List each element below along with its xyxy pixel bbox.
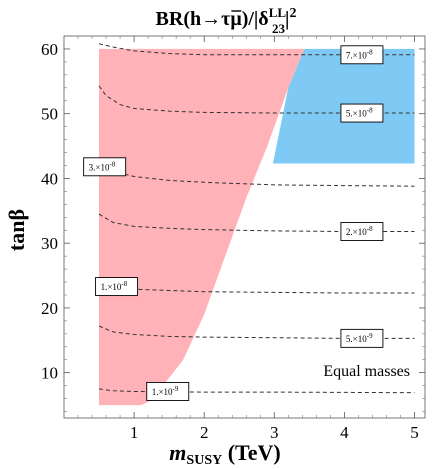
svg-text:1.×10-8: 1.×10-8 — [101, 280, 128, 292]
y-tick-label: 20 — [41, 299, 58, 318]
y-tick-label: 40 — [41, 169, 58, 188]
svg-text:7.×10-8: 7.×10-8 — [346, 48, 373, 60]
svg-text:5.×10-9: 5.×10-9 — [346, 332, 373, 344]
y-tick-label: 50 — [41, 105, 58, 124]
x-tick-label: 2 — [200, 423, 209, 442]
x-tick-label: 4 — [340, 423, 349, 442]
y-tick-label: 10 — [41, 364, 58, 383]
contour-label-3: 2.×10-8 — [340, 222, 384, 241]
svg-text:3.×10-8: 3.×10-8 — [89, 160, 116, 172]
contour-label-5: 5.×10-9 — [340, 328, 384, 348]
contour-label-2: 3.×10-8 — [83, 157, 127, 177]
contour-line-1 — [98, 85, 415, 114]
contour-label-4: 1.×10-8 — [95, 277, 139, 297]
y-axis-label: tanβ — [4, 209, 29, 251]
region-excluded-red — [99, 48, 305, 406]
axis-ticks: 1 2 3 4 5 10 20 30 40 50 60 — [41, 36, 425, 442]
y-tick-label: 60 — [41, 40, 58, 59]
chart-title: BR(h→τμ)/|δLL 23|2 — [156, 5, 297, 36]
plot-frame — [63, 35, 426, 419]
x-axis-label: mSUSY (TeV) — [169, 440, 280, 468]
x-tick-label: 3 — [270, 423, 279, 442]
annotation-equal-masses: Equal masses — [323, 363, 410, 380]
svg-text:2.×10-8: 2.×10-8 — [346, 225, 373, 237]
contour-labels: 7.×10-8 5.×10-8 3.×10-8 2.×10-8 1.×10-8 5.×10… — [83, 45, 384, 401]
y-tick-label: 30 — [41, 234, 58, 253]
svg-text:5.×10-8: 5.×10-8 — [346, 107, 373, 119]
contour-line-0 — [98, 43, 415, 56]
contour-label-1: 5.×10-8 — [340, 103, 384, 123]
x-tick-label: 1 — [130, 423, 139, 442]
contour-label-6: 1.×10-9 — [146, 382, 190, 401]
title-mu-bar: μ — [230, 8, 242, 30]
svg-text:1.×10-9: 1.×10-9 — [152, 385, 179, 397]
contour-label-0: 7.×10-8 — [340, 45, 384, 65]
x-tick-label: 5 — [410, 423, 419, 442]
